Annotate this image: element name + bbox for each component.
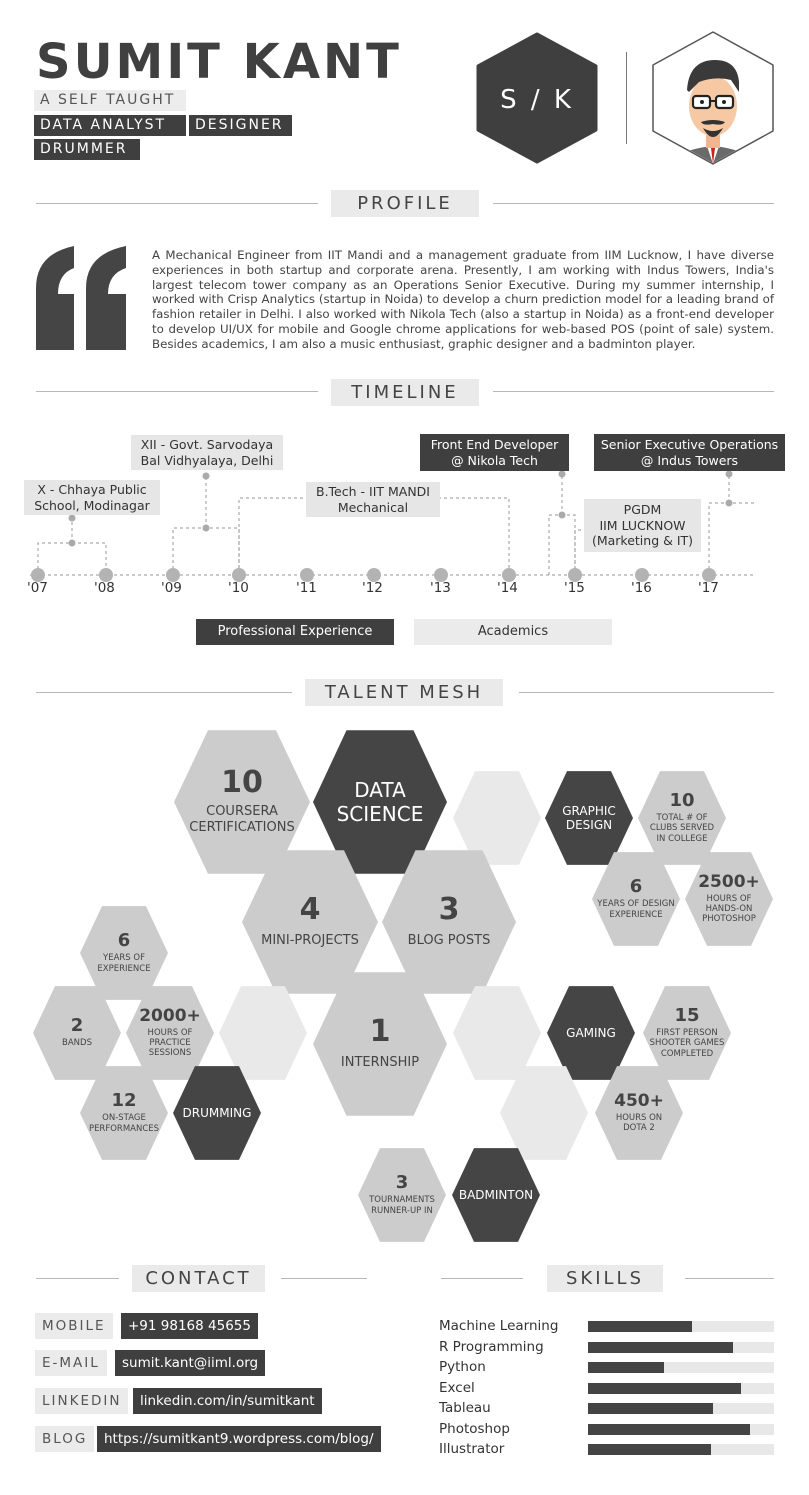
empty-hexagon [500, 1066, 588, 1160]
email-label: E-MAIL [35, 1350, 107, 1376]
skill-bar-fill [588, 1321, 692, 1332]
contact-rule-right [281, 1278, 367, 1279]
name-title: SUMIT KANT [36, 34, 402, 90]
timeline-event-pgdm: PGDM IIM LUCKNOW (Marketing & IT) [584, 499, 701, 552]
man-with-glasses-avatar-icon [652, 31, 774, 165]
tag-drummer: DRUMMER [34, 139, 140, 160]
year-label: '17 [698, 580, 719, 596]
year-label: '09 [161, 580, 182, 596]
fps-games-hexagon: 15 FIRST PERSON SHOOTER GAMES COMPLETED [643, 986, 731, 1080]
talent-mesh-heading: TALENT MESH [305, 679, 503, 706]
year-label: '08 [94, 580, 115, 596]
skill-bar-track [588, 1321, 774, 1332]
contact-heading: CONTACT [132, 1265, 265, 1292]
quotation-mark-icon [36, 246, 126, 350]
timeline-rule-right [493, 391, 774, 392]
tag-designer: DESIGNER [189, 115, 292, 136]
skill-bar-track [588, 1444, 774, 1455]
skill-name: Machine Learning [439, 1318, 559, 1334]
year-label: '13 [430, 580, 451, 596]
talent-rule-left [36, 692, 292, 693]
monogram-hexagon: S / K [476, 32, 598, 164]
skill-bar-fill [588, 1403, 713, 1414]
linkedin-link[interactable]: linkedin.com/in/sumitkant [133, 1388, 322, 1414]
skill-bar-track [588, 1341, 774, 1353]
skill-bar-track [588, 1403, 774, 1414]
graphic-design-hexagon: GRAPHIC DESIGN [545, 771, 633, 865]
skill-bar-fill [588, 1382, 741, 1394]
skill-name: Python [439, 1359, 486, 1375]
dota-hours-hexagon: 450+ HOURS ON DOTA 2 [595, 1066, 683, 1160]
timeline-heading: TIMELINE [331, 379, 479, 406]
contact-rule-left [36, 1278, 119, 1279]
skill-name: Tableau [439, 1400, 491, 1416]
profile-rule-right [493, 203, 774, 204]
skill-bar-fill [588, 1444, 711, 1455]
year-label: '15 [564, 580, 585, 596]
skill-bar-track [588, 1382, 774, 1394]
skill-name: Photoshop [439, 1420, 510, 1437]
year-label: '07 [27, 580, 48, 596]
mobile-value[interactable]: +91 98168 45655 [121, 1313, 258, 1339]
year-label: '10 [228, 580, 249, 596]
design-years-hexagon: 6 YEARS OF DESIGN EXPERIENCE [592, 852, 680, 946]
skills-heading: SKILLS [547, 1265, 663, 1292]
mobile-label: MOBILE [35, 1313, 113, 1339]
profile-text: A Mechanical Engineer from IIT Mandi and… [152, 248, 774, 351]
skill-name: Illustrator [439, 1441, 505, 1457]
tag-data-analyst: DATA ANALYST [34, 115, 186, 136]
timeline-event-senior-school: XII - Govt. Sarvodaya Bal Vidhyalaya, Del… [131, 435, 283, 470]
skill-bar-fill [588, 1362, 664, 1373]
email-link[interactable]: sumit.kant@iiml.org [115, 1350, 266, 1376]
profile-heading: PROFILE [331, 190, 479, 217]
skill-bar-track [588, 1362, 774, 1373]
legend-professional-experience: Professional Experience [196, 619, 394, 645]
tournaments-hexagon: 3 TOURNAMENTS RUNNER-UP IN [358, 1148, 446, 1242]
clubs-hexagon: 10 TOTAL # OF CLUBS SERVED IN COLLEGE [638, 771, 726, 865]
blog-label: BLOG [35, 1426, 95, 1452]
header-divider [626, 52, 627, 144]
year-label: '12 [362, 580, 383, 596]
year-label: '14 [497, 580, 518, 596]
skills-rule-left [441, 1278, 523, 1279]
legend-academics: Academics [414, 619, 612, 645]
timeline-rule-left [36, 391, 318, 392]
talent-rule-right [519, 692, 774, 693]
linkedin-label: LINKEDIN [35, 1388, 129, 1414]
photoshop-hours-hexagon: 2500+ HOURS OF HANDS-ON PHOTOSHOP [685, 852, 773, 946]
skill-name: R Programming [439, 1338, 544, 1355]
skill-bar-fill [588, 1423, 750, 1435]
timeline-event-school: X - Chhaya Public School, Modinagar [24, 480, 160, 515]
skill-bar-fill [588, 1341, 733, 1353]
year-label: '11 [296, 580, 317, 596]
timeline-event-nikola-tech: Front End Developer @ Nikola Tech [420, 434, 569, 471]
blog-link[interactable]: https://sumitkant9.wordpress.com/blog/ [97, 1426, 381, 1452]
profile-rule-left [36, 203, 318, 204]
year-label: '16 [631, 580, 652, 596]
tag-self-taught: A SELF TAUGHT [34, 90, 186, 111]
timeline-graphic [30, 470, 755, 582]
timeline-event-btech: B.Tech - IIT MANDI Mechanical [306, 482, 440, 517]
timeline-event-indus-towers: Senior Executive Operations @ Indus Tower… [594, 434, 785, 471]
monogram-text: S / K [500, 85, 574, 115]
gaming-hexagon: GAMING [547, 986, 635, 1080]
skill-bar-track [588, 1423, 774, 1435]
skills-rule-right [685, 1278, 774, 1279]
skill-name: Excel [439, 1379, 475, 1396]
